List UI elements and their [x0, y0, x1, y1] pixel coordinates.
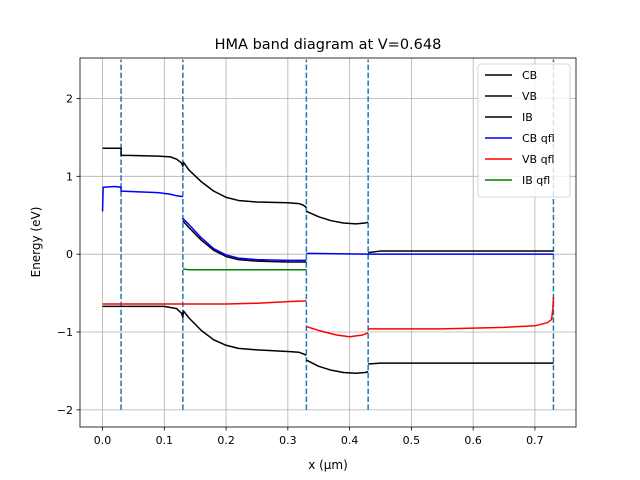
y-tick-label: −2 [57, 404, 73, 417]
series-line-ib [182, 220, 307, 263]
legend-label-cb: CB [522, 69, 537, 82]
series-line-vb [306, 359, 369, 375]
x-tick-label: 0.4 [341, 434, 359, 447]
series-line-cb-qfl [101, 185, 183, 212]
x-tick-label: 0.6 [464, 434, 482, 447]
legend-box [477, 63, 571, 198]
y-tick-label: −1 [57, 326, 73, 339]
x-tick-label: 0.0 [94, 434, 112, 447]
legend-label-vb: VB [522, 90, 537, 103]
x-tick-label: 0.7 [526, 434, 544, 447]
x-tick-label: 0.2 [217, 434, 235, 447]
legend-label-vb-qfl: VB qfl [522, 153, 554, 166]
legend: CB VB IB CB qfl VB qfl IB qfl [477, 63, 571, 198]
y-tick-label: 1 [66, 170, 73, 183]
plot-area: 0.0 0.1 0.2 0.3 0.4 0.5 0.6 0.7 −2 −1 0 1 2 [57, 57, 577, 447]
y-axis-label: Energy (eV) [29, 207, 43, 278]
x-tick-label: 0.5 [403, 434, 421, 447]
y-tick-label: 2 [66, 92, 73, 105]
chart-title: HMA band diagram at V=0.648 [215, 37, 442, 53]
series-line-vb [368, 362, 554, 365]
series-line-cb [368, 250, 554, 254]
axes-frame [79, 57, 577, 428]
series-line-vb-qfl [306, 325, 369, 338]
legend-label-cb-qfl: CB qfl [522, 132, 555, 145]
series-line-cb [306, 210, 369, 225]
series-line-cb [102, 147, 307, 209]
y-tick-label: 0 [66, 248, 73, 261]
series-line-ib-qfl [182, 268, 307, 271]
series-line-vb [102, 305, 307, 357]
legend-label-ib-qfl: IB qfl [522, 174, 550, 187]
series-line-cb-qfl [182, 217, 307, 262]
x-tick-label: 0.1 [156, 434, 174, 447]
series-line-cb-qfl [306, 252, 554, 255]
x-tick-label: 0.3 [279, 434, 297, 447]
x-axis-label: x (μm) [308, 458, 348, 472]
legend-label-ib: IB [522, 111, 533, 124]
series-line-vb-qfl [368, 296, 555, 330]
series-line-vb-qfl [102, 300, 307, 305]
